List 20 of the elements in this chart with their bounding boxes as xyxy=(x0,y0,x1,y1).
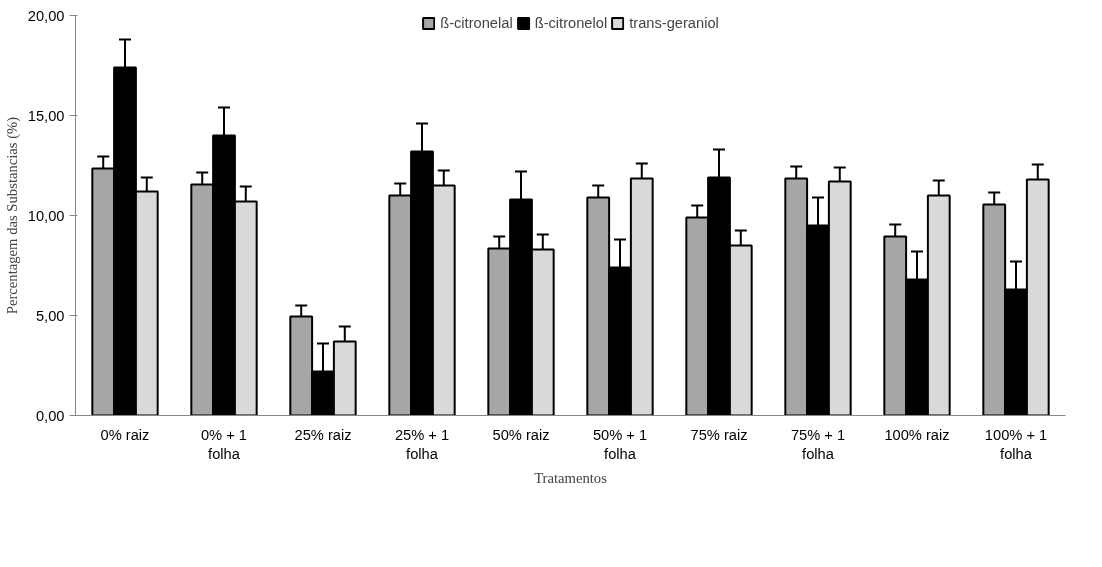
legend-label: ß-citronelol xyxy=(534,15,608,31)
x-tick-label: 75% raiz xyxy=(690,426,748,443)
x-axis-title: Tratamentos xyxy=(534,469,608,486)
y-axis-title: Percentagem das Substancias (%) xyxy=(3,116,21,315)
x-tick-label: 50% + 1 folha xyxy=(592,426,648,462)
x-tick-label: 0% + 1 folha xyxy=(200,426,248,462)
y-tick-label: 20,00 xyxy=(27,7,65,24)
y-tick-label: 10,00 xyxy=(27,207,65,224)
legend-label: trans-geraniol xyxy=(629,15,719,31)
x-tick-label: 75% + 1 folha xyxy=(790,426,846,462)
x-tick-label: 50% raiz xyxy=(492,426,550,443)
x-tick-label: 100% + 1 folha xyxy=(984,426,1048,462)
x-tick-label: 25% raiz xyxy=(294,426,352,443)
legend-label: ß-citronelal xyxy=(440,15,513,31)
x-tick-label: 25% + 1 folha xyxy=(394,426,450,462)
x-tick-label: 0% raiz xyxy=(100,426,150,443)
y-tick-label: 0,00 xyxy=(35,407,65,424)
y-tick-label: 15,00 xyxy=(27,107,65,124)
x-tick-label: 100% raiz xyxy=(884,426,950,443)
y-tick-label: 5,00 xyxy=(35,307,65,324)
